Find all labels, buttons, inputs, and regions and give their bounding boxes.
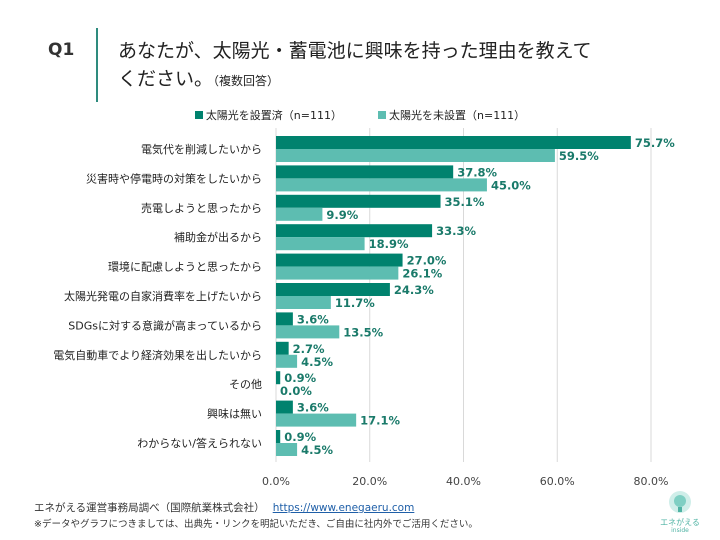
x-tick-label: 80.0%	[634, 475, 669, 488]
category-label: 売電しようと思ったから	[141, 202, 262, 215]
bar-not-installed	[276, 443, 298, 456]
data-label: 24.3%	[394, 283, 434, 297]
source-label: エネがえる運営事務局調べ（国際航業株式会社）	[34, 502, 265, 514]
bar-not-installed	[276, 413, 357, 427]
bar-not-installed	[276, 178, 487, 192]
data-label: 4.5%	[301, 355, 333, 369]
title-note: （複数回答）	[213, 74, 280, 88]
category-label: 災害時や停電時の対策をしたいから	[86, 171, 262, 185]
data-label: 75.7%	[635, 136, 675, 150]
bar-installed	[276, 400, 293, 414]
legend-swatch	[378, 111, 386, 119]
bar-installed	[276, 224, 433, 238]
data-label: 17.1%	[360, 414, 400, 428]
data-label: 27.0%	[407, 254, 447, 268]
bar-installed	[276, 283, 390, 296]
bar-not-installed	[276, 325, 340, 339]
data-label: 0.0%	[280, 384, 312, 398]
logo-text: エネがえる	[660, 518, 700, 527]
category-label: 太陽光発電の自家消費率を上げたいから	[64, 289, 262, 303]
data-label: 26.1%	[402, 267, 442, 281]
category-label: 電気代を削減したいから	[141, 142, 262, 156]
data-label: 0.9%	[284, 371, 316, 385]
category-label: 電気自動車でより経済効果を出したいから	[53, 348, 262, 362]
data-label: 33.3%	[436, 224, 476, 238]
legend: 太陽光を設置済（n=111） 太陽光を未設置（n=111）	[0, 107, 720, 123]
data-label: 0.9%	[284, 430, 316, 444]
question-number: Q1	[48, 40, 75, 60]
bar-not-installed	[276, 149, 555, 162]
x-tick-label: 40.0%	[446, 475, 481, 488]
x-tick-label: 20.0%	[352, 475, 387, 488]
legend-swatch	[194, 111, 203, 119]
data-label: 2.7%	[293, 342, 325, 356]
legend-label: 太陽光を設置済（n=111）	[205, 109, 342, 122]
legend-label: 太陽光を未設置（n=111）	[389, 109, 526, 122]
bar-installed	[276, 371, 281, 385]
page-title: あなたが、太陽光・蓄電池に興味を持った理由を教えて ください。（複数回答）	[118, 37, 592, 95]
legend-item-not-installed: 太陽光を未設置（n=111）	[378, 107, 525, 123]
logo-sub: inside	[671, 527, 689, 534]
legend-item-installed: 太陽光を設置済（n=111）	[194, 107, 342, 123]
bar-not-installed	[276, 237, 365, 251]
bar-installed	[276, 312, 293, 326]
data-label: 18.9%	[369, 237, 409, 251]
category-label: その他	[229, 378, 262, 391]
category-label: 補助金が出るから	[174, 230, 262, 244]
data-label: 13.5%	[343, 325, 383, 339]
category-label: 環境に配慮しようと思ったから	[108, 260, 262, 274]
bar-not-installed	[276, 296, 331, 309]
x-tick-label: 60.0%	[540, 475, 575, 488]
data-label: 9.9%	[326, 208, 358, 222]
bar-installed	[276, 165, 454, 179]
data-label: 11.7%	[335, 296, 375, 310]
logo: エネがえる inside	[660, 488, 700, 534]
divider	[96, 28, 98, 102]
bar-installed	[276, 136, 631, 149]
bar-installed	[276, 253, 403, 267]
bar-not-installed	[276, 354, 298, 368]
bar-not-installed	[276, 207, 323, 221]
bar-installed	[276, 194, 441, 208]
usage-note: ※データやグラフにつきましては、出典先・リンクを明記いただき、ご自由に社内外でご…	[34, 519, 478, 530]
category-label: SDGsに対する意識が高まっているから	[68, 318, 262, 332]
x-tick-label: 0.0%	[262, 475, 290, 488]
title-line2: ください。	[118, 68, 214, 90]
title-line1: あなたが、太陽光・蓄電池に興味を持った理由を教えて	[118, 40, 592, 62]
data-label: 45.0%	[491, 178, 531, 192]
data-label: 3.6%	[297, 312, 329, 326]
logo-icon	[669, 491, 691, 513]
bar-not-installed	[276, 266, 399, 280]
bar-installed	[276, 341, 289, 355]
bar-installed	[276, 430, 281, 443]
source-text: エネがえる運営事務局調べ（国際航業株式会社） https://www.enegae…	[34, 500, 414, 515]
data-label: 4.5%	[301, 443, 333, 457]
category-label: わからない/答えられない	[137, 436, 262, 450]
data-label: 37.8%	[457, 165, 497, 179]
source-link[interactable]: https://www.enegaeru.com	[272, 502, 415, 514]
data-label: 35.1%	[445, 195, 485, 209]
data-label: 3.6%	[297, 401, 329, 415]
category-label: 興味は無い	[207, 407, 262, 421]
data-label: 59.5%	[559, 149, 599, 163]
